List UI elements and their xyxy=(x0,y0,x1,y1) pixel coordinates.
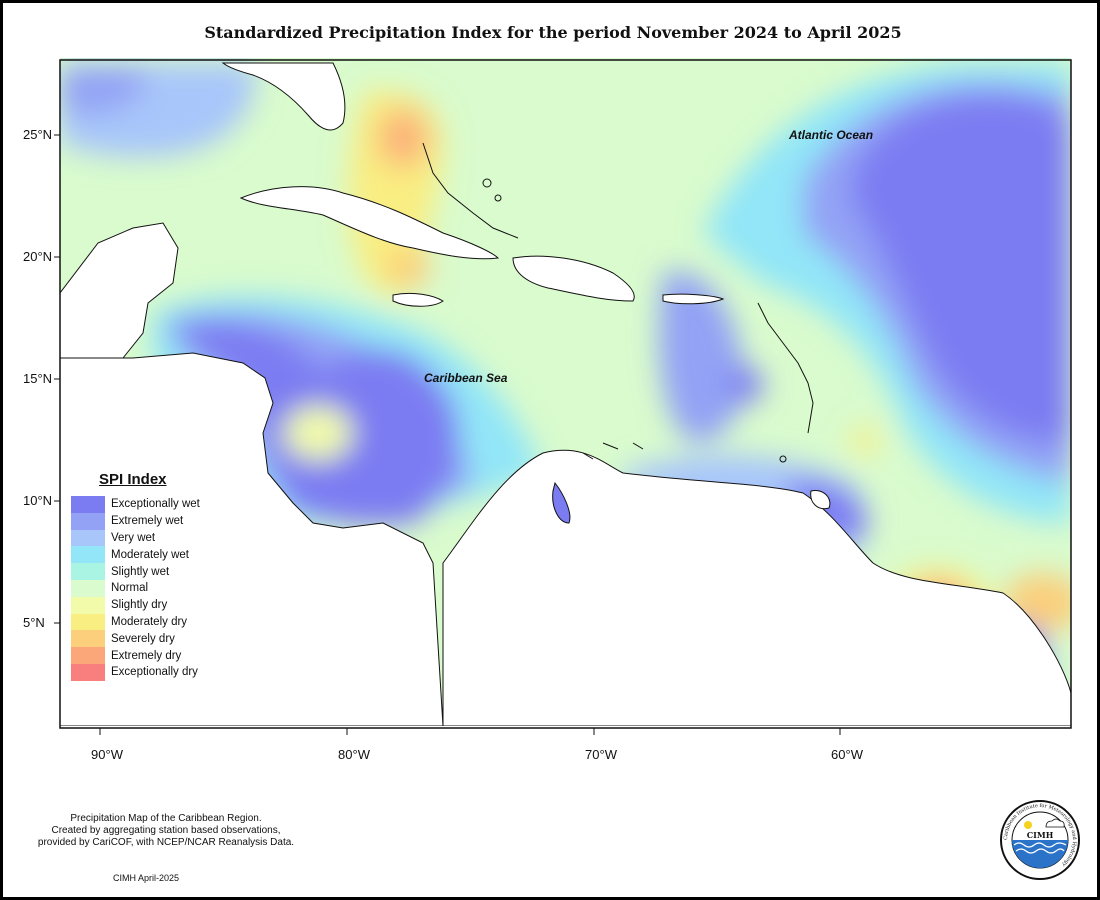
legend-label: Slightly dry xyxy=(111,599,168,612)
lat-label-5: 5°N xyxy=(23,615,45,630)
legend-label: Extremely dry xyxy=(111,649,182,662)
legend-swatch xyxy=(71,512,105,530)
legend-label: Moderately wet xyxy=(111,548,189,561)
legend-item: Extremely wet xyxy=(71,512,241,530)
legend-item: Moderately dry xyxy=(71,613,241,631)
legend-item: Slightly wet xyxy=(71,563,241,580)
lat-label-10: 10°N xyxy=(23,493,53,508)
legend-label: Slightly wet xyxy=(111,565,170,578)
spi-map xyxy=(54,58,1072,735)
map-title: Standardized Precipitation Index for the… xyxy=(204,23,902,42)
legend-swatch xyxy=(71,546,105,564)
water-icon xyxy=(1012,840,1068,868)
legend-swatch xyxy=(71,663,105,681)
legend-swatch xyxy=(71,596,105,614)
legend-label: Exceptionally dry xyxy=(111,666,198,679)
lon-label-80: 80°W xyxy=(338,747,370,762)
legend-rows: Exceptionally wet Extremely wet Very wet Mo… xyxy=(71,496,241,681)
cimh-logo: CIMH Caribbean Institute for Meteorology… xyxy=(1000,800,1080,880)
footer-note: Precipitation Map of the Caribbean Regio… xyxy=(11,813,321,849)
legend-item: Normal xyxy=(71,579,241,597)
legend-label: Extremely wet xyxy=(111,515,184,528)
legend-item: Slightly dry xyxy=(71,596,241,614)
legend-swatch xyxy=(71,613,105,631)
footer-date: CIMH April-2025 xyxy=(113,873,180,883)
legend-item: Moderately wet xyxy=(71,546,241,564)
atlantic-ocean-label: Atlantic Ocean xyxy=(789,128,874,142)
footer-line-1: Precipitation Map of the Caribbean Regio… xyxy=(70,813,262,824)
axis-ticks xyxy=(54,134,841,735)
legend-item: Very wet xyxy=(71,529,241,547)
legend-label: Very wet xyxy=(111,531,156,544)
legend-swatch xyxy=(71,630,105,648)
legend-swatch xyxy=(71,496,105,513)
legend-item: Extremely dry xyxy=(71,647,241,664)
legend-label: Moderately dry xyxy=(111,615,188,628)
legend-swatch xyxy=(71,529,105,547)
cloud-icon xyxy=(1045,818,1065,828)
legend-label: Exceptionally wet xyxy=(111,498,200,511)
legend-label: Normal xyxy=(111,582,149,595)
legend-item: Exceptionally dry xyxy=(71,663,241,681)
lat-label-20: 20°N xyxy=(23,249,53,264)
spi-legend: SPI Index Exceptionally wet Extremely wet… xyxy=(71,471,241,681)
sun-icon xyxy=(1024,821,1032,829)
lat-label-15: 15°N xyxy=(23,371,53,386)
legend-item: Exceptionally wet xyxy=(71,496,241,513)
legend-swatch xyxy=(71,647,105,664)
legend-swatch xyxy=(71,563,105,580)
legend-label: Severely dry xyxy=(111,632,175,645)
lon-label-90: 90°W xyxy=(91,747,123,762)
legend-item: Severely dry xyxy=(71,630,241,648)
florida xyxy=(221,62,346,131)
footer-line-3: provided by CariCOF, with NCEP/NCAR Rean… xyxy=(37,837,295,848)
caribbean-sea-label: Caribbean Sea xyxy=(424,371,508,385)
lat-label-25: 25°N xyxy=(23,127,53,142)
lon-label-70: 70°W xyxy=(585,747,617,762)
footer-line-2: Created by aggregating station based obs… xyxy=(51,825,281,836)
logo-text: CIMH xyxy=(1027,830,1054,840)
legend-swatch xyxy=(71,579,105,597)
lon-label-60: 60°W xyxy=(831,747,863,762)
legend-title: SPI Index xyxy=(99,471,167,488)
